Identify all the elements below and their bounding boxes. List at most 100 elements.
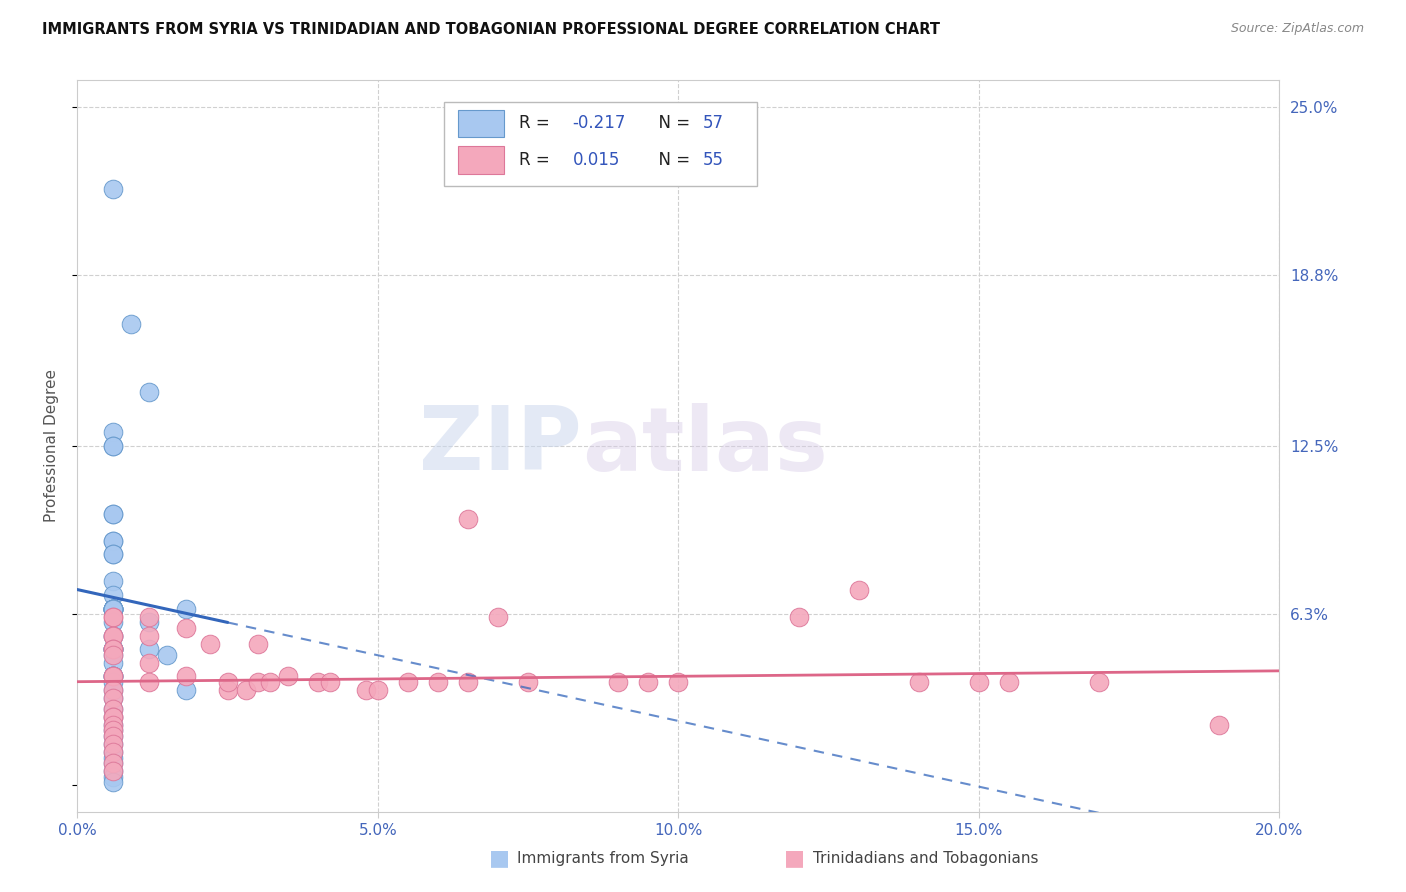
Point	[103, 588, 125, 602]
Point	[103, 547, 125, 561]
Point	[174, 682, 197, 697]
Text: ■: ■	[785, 848, 804, 868]
Point	[103, 601, 125, 615]
Point	[103, 750, 125, 764]
Point	[103, 642, 125, 657]
Point	[103, 629, 125, 643]
Point	[103, 745, 125, 759]
Point	[787, 609, 810, 624]
Point	[103, 729, 125, 743]
Point	[1208, 718, 1230, 732]
Point	[103, 574, 125, 589]
Point	[138, 615, 160, 629]
Text: IMMIGRANTS FROM SYRIA VS TRINIDADIAN AND TOBAGONIAN PROFESSIONAL DEGREE CORRELAT: IMMIGRANTS FROM SYRIA VS TRINIDADIAN AND…	[42, 22, 941, 37]
Point	[103, 690, 125, 705]
Point	[138, 674, 160, 689]
Point	[103, 615, 125, 629]
Point	[637, 674, 659, 689]
Point	[307, 674, 329, 689]
Text: Immigrants from Syria: Immigrants from Syria	[517, 851, 689, 865]
Point	[103, 601, 125, 615]
Point	[103, 629, 125, 643]
Text: -0.217: -0.217	[572, 114, 626, 132]
Point	[138, 629, 160, 643]
Point	[103, 601, 125, 615]
Point	[103, 682, 125, 697]
Point	[217, 682, 239, 697]
Point	[396, 674, 419, 689]
Point	[103, 764, 125, 778]
Point	[103, 439, 125, 453]
Point	[517, 674, 540, 689]
Point	[103, 181, 125, 195]
Text: R =: R =	[519, 114, 554, 132]
Point	[103, 723, 125, 738]
Point	[103, 642, 125, 657]
Y-axis label: Professional Degree: Professional Degree	[44, 369, 59, 523]
Point	[103, 669, 125, 683]
Point	[103, 609, 125, 624]
Point	[103, 669, 125, 683]
Point	[427, 674, 450, 689]
Point	[246, 637, 269, 651]
Point	[103, 764, 125, 778]
Point	[103, 439, 125, 453]
Point	[848, 582, 870, 597]
Point	[103, 775, 125, 789]
Point	[457, 512, 479, 526]
Point	[246, 674, 269, 689]
Point	[174, 620, 197, 634]
Point	[103, 718, 125, 732]
Point	[277, 669, 299, 683]
Point	[103, 737, 125, 751]
Point	[174, 601, 197, 615]
Point	[103, 674, 125, 689]
Point	[319, 674, 342, 689]
Text: N =: N =	[648, 151, 696, 169]
Point	[103, 507, 125, 521]
Text: 0.015: 0.015	[572, 151, 620, 169]
Point	[103, 669, 125, 683]
Point	[103, 690, 125, 705]
Point	[103, 669, 125, 683]
Point	[138, 609, 160, 624]
Point	[217, 674, 239, 689]
Point	[103, 710, 125, 724]
Point	[103, 533, 125, 548]
Point	[103, 629, 125, 643]
Point	[103, 609, 125, 624]
Point	[103, 648, 125, 662]
Text: ZIP: ZIP	[419, 402, 582, 490]
Point	[967, 674, 990, 689]
Point	[103, 601, 125, 615]
Point	[103, 533, 125, 548]
Point	[103, 669, 125, 683]
Point	[103, 642, 125, 657]
Text: 57: 57	[703, 114, 724, 132]
Text: N =: N =	[648, 114, 696, 132]
Point	[103, 770, 125, 784]
Point	[103, 601, 125, 615]
Point	[103, 601, 125, 615]
Text: Trinidadians and Tobagonians: Trinidadians and Tobagonians	[813, 851, 1038, 865]
Point	[103, 723, 125, 738]
Point	[486, 609, 509, 624]
Point	[156, 648, 179, 662]
Point	[103, 682, 125, 697]
Point	[103, 718, 125, 732]
Point	[103, 756, 125, 770]
Point	[103, 642, 125, 657]
Bar	[458, 110, 505, 137]
Point	[103, 642, 125, 657]
Bar	[458, 146, 505, 174]
Point	[103, 710, 125, 724]
Point	[103, 629, 125, 643]
Point	[103, 729, 125, 743]
Text: atlas: atlas	[582, 402, 828, 490]
Text: R =: R =	[519, 151, 554, 169]
Point	[103, 648, 125, 662]
Point	[103, 756, 125, 770]
Point	[457, 674, 479, 689]
Point	[103, 642, 125, 657]
Point	[103, 547, 125, 561]
